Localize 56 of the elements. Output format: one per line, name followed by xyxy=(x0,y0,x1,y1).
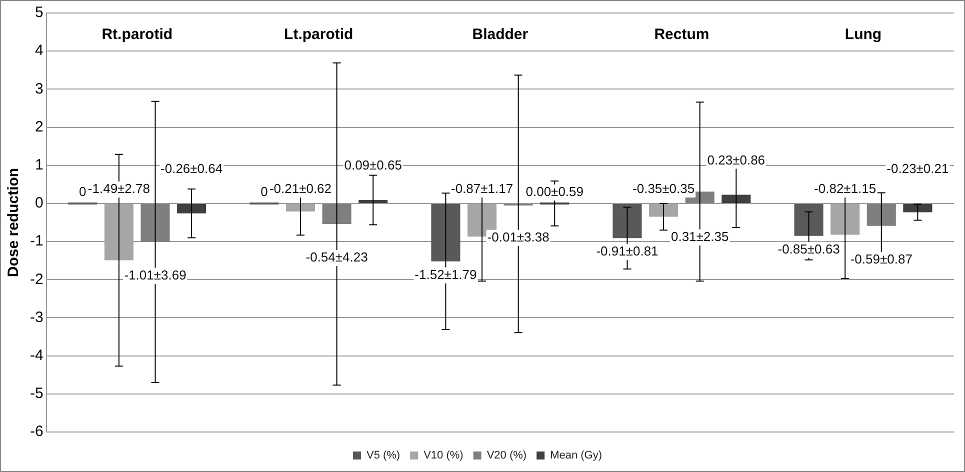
y-tick-label: -2 xyxy=(30,270,44,288)
y-tick-label: 5 xyxy=(34,4,44,22)
bar xyxy=(866,204,896,226)
data-label: 0 xyxy=(79,184,86,200)
data-label: -1.52±1.79 xyxy=(414,266,477,282)
y-tick-label: 3 xyxy=(34,80,44,98)
y-tick-label: -1 xyxy=(30,232,44,250)
bar xyxy=(722,194,751,203)
bar xyxy=(322,204,352,224)
data-label: -0.26±0.64 xyxy=(160,161,223,176)
data-label: -0.91±0.81 xyxy=(596,244,658,259)
bar xyxy=(903,204,932,212)
y-tick-label: 1 xyxy=(34,156,44,174)
data-label: -0.87±1.17 xyxy=(450,181,514,196)
y-tick-label: -3 xyxy=(30,308,44,326)
y-tick-label: 2 xyxy=(34,118,44,136)
legend-label: V10 (%) xyxy=(424,450,464,462)
legend-label: V5 (%) xyxy=(366,450,400,462)
y-tick-label: 4 xyxy=(34,42,44,60)
bar xyxy=(794,204,824,236)
x-tick-label: Lung xyxy=(844,26,882,44)
data-label: -0.35±0.35 xyxy=(632,181,695,196)
data-label: -0.21±0.62 xyxy=(269,181,332,196)
x-tick-label: Lt.parotid xyxy=(284,26,354,44)
data-label: -1.49±2.78 xyxy=(88,181,150,196)
y-tick-label: -4 xyxy=(30,346,44,364)
data-label: 0.23±0.86 xyxy=(707,152,766,168)
bar xyxy=(612,204,642,238)
data-label: -0.82±1.15 xyxy=(814,181,876,196)
data-label: -0.23±0.21 xyxy=(886,161,949,176)
data-label: 0 xyxy=(260,184,268,200)
legend-label: V20 (%) xyxy=(486,450,527,462)
bar xyxy=(358,200,388,203)
bar xyxy=(830,204,860,235)
data-label: -0.54±4.23 xyxy=(306,250,368,265)
y-tick-label: -6 xyxy=(30,423,44,440)
bar xyxy=(431,204,460,262)
y-tick-label: 0 xyxy=(34,194,44,212)
bar xyxy=(649,204,678,217)
x-tick-label: Rt.parotid xyxy=(102,26,173,44)
data-label: -0.01±3.38 xyxy=(487,229,550,244)
y-tick-label: -5 xyxy=(30,385,44,402)
bar xyxy=(104,204,134,260)
data-label: -0.85±0.63 xyxy=(778,241,840,256)
bar xyxy=(286,204,316,212)
legend-label: Mean (Gy) xyxy=(550,450,602,462)
y-axis-title: Dose reduction xyxy=(5,168,22,278)
bar xyxy=(177,204,206,214)
bar xyxy=(140,204,170,242)
data-label: -0.59±0.87 xyxy=(850,252,912,267)
data-label: -1.01±3.69 xyxy=(124,268,186,283)
x-tick-label: Bladder xyxy=(472,26,528,44)
data-label: 0.31±2.35 xyxy=(670,229,729,244)
x-tick-label: Rectum xyxy=(654,26,710,44)
data-label: 0.09±0.65 xyxy=(344,158,402,173)
data-label: 0.00±0.59 xyxy=(526,184,584,200)
